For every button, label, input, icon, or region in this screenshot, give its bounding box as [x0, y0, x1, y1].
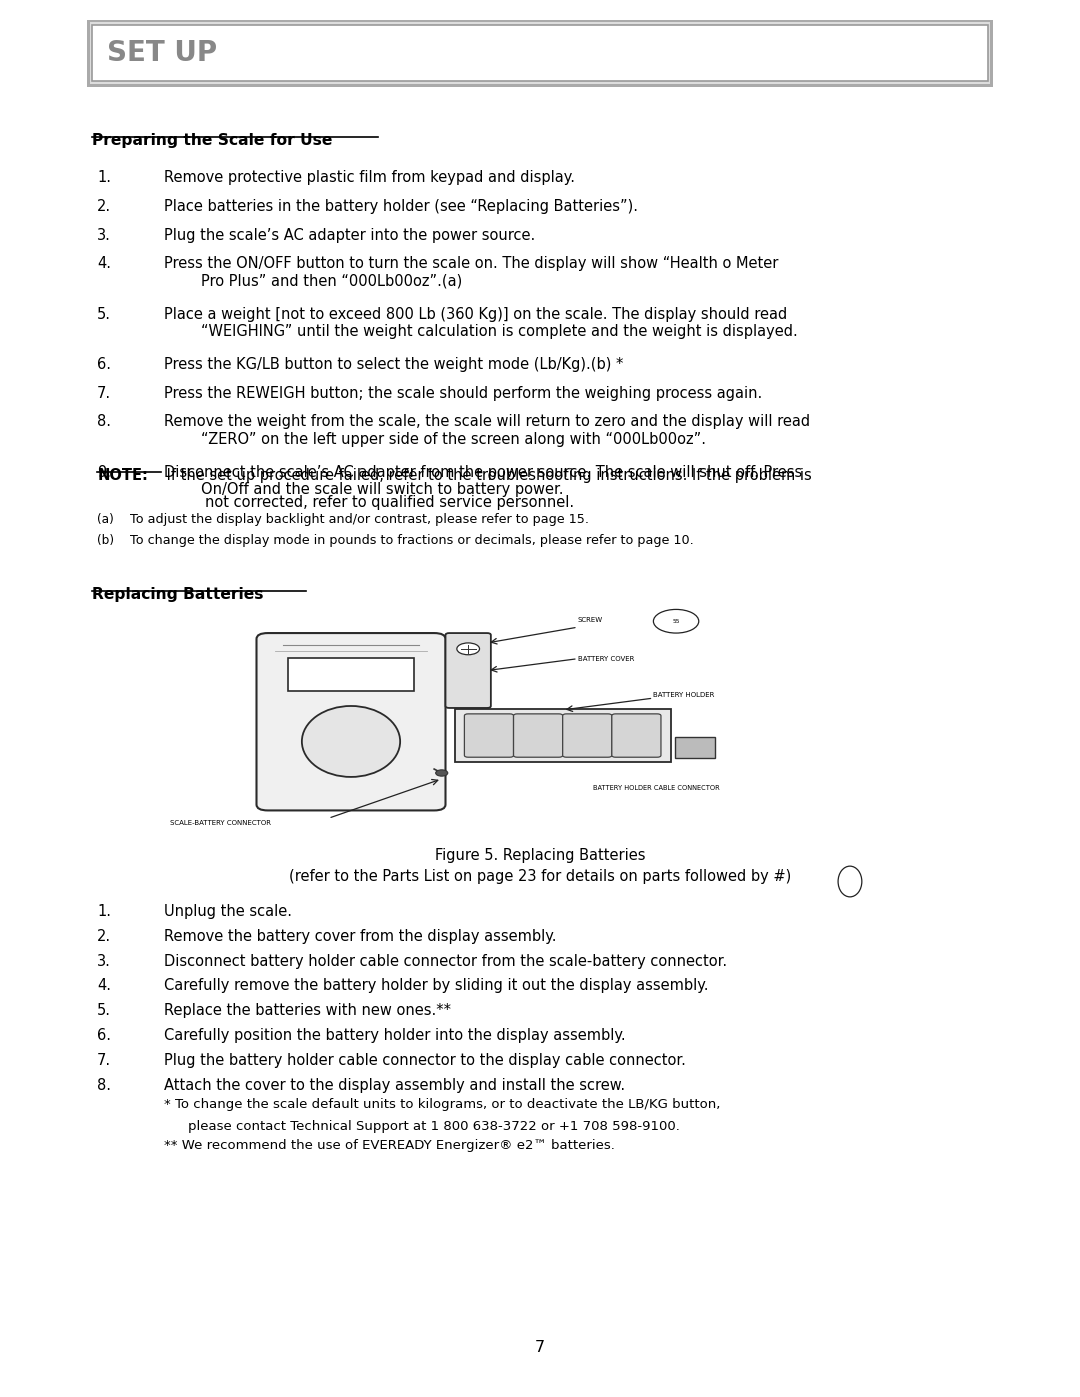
Text: Preparing the Scale for Use: Preparing the Scale for Use [92, 133, 333, 148]
Text: Replacing Batteries: Replacing Batteries [92, 587, 264, 602]
Text: 9.: 9. [97, 464, 111, 479]
FancyBboxPatch shape [257, 633, 446, 810]
Text: Remove the battery cover from the display assembly.: Remove the battery cover from the displa… [164, 929, 556, 944]
Text: Carefully position the battery holder into the display assembly.: Carefully position the battery holder in… [164, 1028, 625, 1044]
Text: Figure 5. Replacing Batteries: Figure 5. Replacing Batteries [435, 848, 645, 863]
Circle shape [435, 770, 448, 777]
Text: Remove protective plastic film from keypad and display.: Remove protective plastic film from keyp… [164, 170, 576, 186]
Text: (refer to the Parts List on page 23 for details on parts followed by #): (refer to the Parts List on page 23 for … [288, 869, 792, 884]
Text: Replace the batteries with new ones.**: Replace the batteries with new ones.** [164, 1003, 451, 1018]
FancyBboxPatch shape [464, 714, 514, 757]
Text: SCREW: SCREW [578, 617, 603, 623]
Text: Attach the cover to the display assembly and install the screw.: Attach the cover to the display assembly… [164, 1078, 625, 1092]
Text: Place a weight [not to exceed 800 Lb (360 Kg)] on the scale. The display should : Place a weight [not to exceed 800 Lb (36… [164, 307, 798, 339]
Text: If the set up procedure failed, refer to the troubleshooting instructions. If th: If the set up procedure failed, refer to… [162, 468, 812, 483]
Text: SET UP: SET UP [107, 39, 217, 67]
Text: Unplug the scale.: Unplug the scale. [164, 904, 293, 919]
Text: Plug the battery holder cable connector to the display cable connector.: Plug the battery holder cable connector … [164, 1053, 686, 1069]
Text: 5.: 5. [97, 307, 111, 321]
Text: Press the ON/OFF button to turn the scale on. The display will show “Health o Me: Press the ON/OFF button to turn the scal… [164, 256, 779, 289]
Text: 4.: 4. [97, 256, 111, 271]
Text: 7.: 7. [97, 386, 111, 401]
Text: 8.: 8. [97, 1078, 111, 1092]
Text: 6.: 6. [97, 1028, 111, 1044]
Text: 7.: 7. [97, 1053, 111, 1069]
Text: (a): (a) [97, 513, 114, 525]
Text: ** We recommend the use of EVEREADY Energizer® e2™ batteries.: ** We recommend the use of EVEREADY Ener… [164, 1139, 615, 1151]
Text: To change the display mode in pounds to fractions or decimals, please refer to p: To change the display mode in pounds to … [130, 534, 693, 546]
Text: * To change the scale default units to kilograms, or to deactivate the LB/KG but: * To change the scale default units to k… [164, 1098, 720, 1111]
Text: Carefully remove the battery holder by sliding it out the display assembly.: Carefully remove the battery holder by s… [164, 978, 708, 993]
Text: 2.: 2. [97, 929, 111, 944]
FancyBboxPatch shape [455, 708, 671, 763]
Text: Plug the scale’s AC adapter into the power source.: Plug the scale’s AC adapter into the pow… [164, 228, 536, 243]
Circle shape [653, 609, 699, 633]
Text: Press the REWEIGH button; the scale should perform the weighing process again.: Press the REWEIGH button; the scale shou… [164, 386, 762, 401]
Text: 1.: 1. [97, 170, 111, 186]
Text: SCALE-BATTERY CONNECTOR: SCALE-BATTERY CONNECTOR [170, 820, 271, 826]
Text: Disconnect battery holder cable connector from the scale-battery connector.: Disconnect battery holder cable connecto… [164, 954, 727, 968]
FancyBboxPatch shape [446, 633, 490, 708]
FancyBboxPatch shape [514, 714, 563, 757]
Text: 3.: 3. [97, 228, 111, 243]
FancyBboxPatch shape [288, 658, 414, 692]
Circle shape [838, 866, 862, 897]
Text: BATTERY HOLDER CABLE CONNECTOR: BATTERY HOLDER CABLE CONNECTOR [593, 785, 719, 791]
Text: 4.: 4. [97, 978, 111, 993]
Text: Press the KG/LB button to select the weight mode (Lb/Kg).(b) *: Press the KG/LB button to select the wei… [164, 356, 623, 372]
Text: 7: 7 [535, 1340, 545, 1355]
Text: To adjust the display backlight and/or contrast, please refer to page 15.: To adjust the display backlight and/or c… [130, 513, 589, 525]
FancyBboxPatch shape [563, 714, 612, 757]
Text: NOTE:: NOTE: [97, 468, 148, 483]
Text: not corrected, refer to qualified service personnel.: not corrected, refer to qualified servic… [205, 495, 575, 510]
FancyBboxPatch shape [87, 20, 993, 87]
Ellipse shape [302, 705, 400, 777]
Text: 8.: 8. [97, 414, 111, 429]
Text: (b): (b) [97, 534, 114, 546]
Text: Place batteries in the battery holder (see “Replacing Batteries”).: Place batteries in the battery holder (s… [164, 200, 638, 214]
FancyBboxPatch shape [90, 22, 990, 84]
Text: BATTERY COVER: BATTERY COVER [578, 655, 634, 662]
FancyBboxPatch shape [612, 714, 661, 757]
Text: 6.: 6. [97, 356, 111, 372]
Text: 3.: 3. [97, 954, 111, 968]
Text: 55: 55 [673, 619, 679, 623]
Text: BATTERY HOLDER: BATTERY HOLDER [653, 692, 715, 698]
Text: 2.: 2. [97, 200, 111, 214]
FancyBboxPatch shape [92, 25, 988, 81]
Text: Disconnect the scale’s AC adapter from the power source. The scale will shut off: Disconnect the scale’s AC adapter from t… [164, 464, 802, 497]
FancyBboxPatch shape [675, 736, 715, 759]
Text: Remove the weight from the scale, the scale will return to zero and the display : Remove the weight from the scale, the sc… [164, 414, 810, 447]
Text: 1.: 1. [97, 904, 111, 919]
Circle shape [457, 643, 480, 655]
Text: please contact Technical Support at 1 800 638-3722 or +1 708 598-9100.: please contact Technical Support at 1 80… [188, 1120, 679, 1133]
Text: 5.: 5. [97, 1003, 111, 1018]
